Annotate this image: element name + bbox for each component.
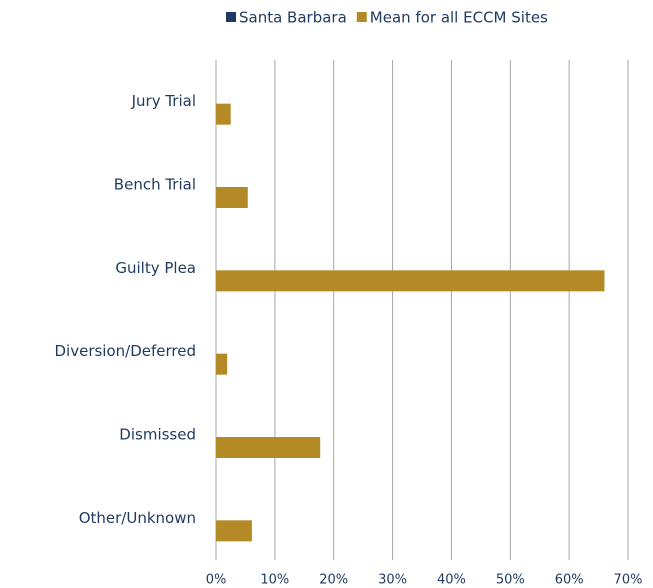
bar bbox=[216, 187, 248, 208]
legend-swatch bbox=[356, 12, 367, 22]
x-tick-label: 60% bbox=[555, 573, 584, 588]
x-tick-label: 70% bbox=[614, 573, 643, 588]
x-tick-label: 20% bbox=[319, 573, 348, 588]
y-tick-label: Diversion/Deferred bbox=[55, 342, 197, 360]
legend-label: Mean for all ECCM Sites bbox=[370, 9, 548, 27]
x-tick-label: 30% bbox=[378, 573, 407, 588]
x-tick-label: 0% bbox=[206, 573, 227, 588]
bar bbox=[216, 270, 605, 292]
y-tick-label: Other/Unknown bbox=[79, 509, 196, 527]
bar bbox=[216, 520, 252, 542]
bar bbox=[216, 437, 321, 458]
y-tick-label: Dismissed bbox=[119, 426, 196, 444]
y-tick-label: Bench Trial bbox=[114, 176, 196, 194]
x-tick-label: 50% bbox=[496, 573, 525, 588]
y-tick-label: Guilty Plea bbox=[115, 259, 196, 277]
x-tick-label: 10% bbox=[260, 573, 289, 588]
bar bbox=[216, 353, 228, 375]
bar bbox=[216, 103, 231, 125]
legend-swatch bbox=[226, 12, 236, 22]
legend-label: Santa Barbara bbox=[239, 9, 347, 27]
y-tick-label: Jury Trial bbox=[131, 92, 196, 110]
x-tick-label: 40% bbox=[437, 573, 466, 588]
